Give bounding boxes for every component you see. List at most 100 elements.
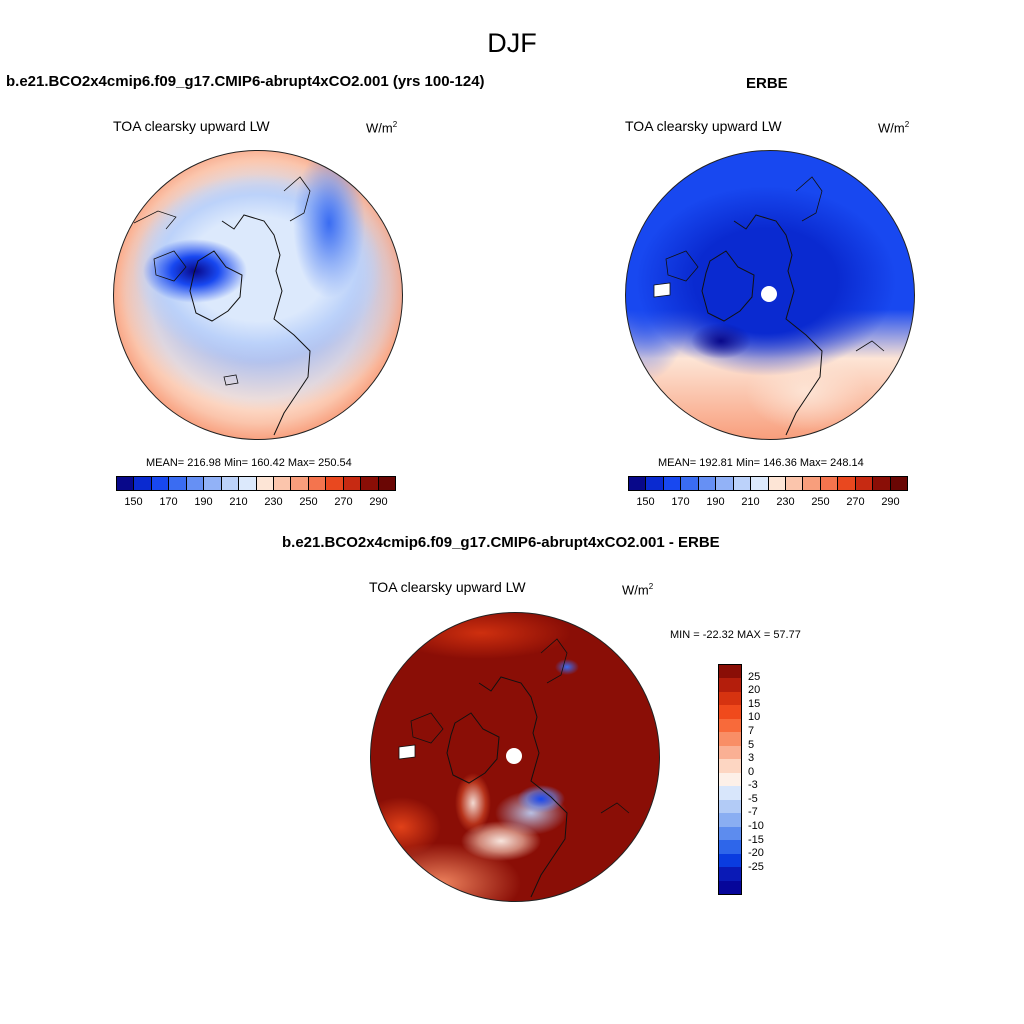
colorbar-tick-label: 250 bbox=[811, 496, 830, 508]
panel3-units: W/m2 bbox=[622, 582, 654, 598]
colorbar-tick-label: 3 bbox=[748, 752, 755, 765]
colorbar-tick-label: 15 bbox=[748, 697, 761, 710]
colorbar-tick-label: 150 bbox=[124, 496, 143, 508]
colorbar-swatch bbox=[663, 477, 682, 490]
colorbar-tick-label: 20 bbox=[748, 684, 761, 697]
colorbar-swatch bbox=[719, 786, 741, 800]
colorbar-swatch bbox=[890, 477, 907, 490]
panel2-variable: TOA clearsky upward LW bbox=[625, 118, 782, 134]
colorbar-tick-label: 0 bbox=[748, 765, 755, 778]
colorbar-tick-label: 10 bbox=[748, 711, 761, 724]
colorbar-swatch bbox=[239, 477, 257, 490]
colorbar-tick-label: 210 bbox=[229, 496, 248, 508]
colorbar-swatch bbox=[751, 477, 769, 490]
colorbar-tick-label: -10 bbox=[748, 820, 764, 833]
colorbar-tick-label: 270 bbox=[846, 496, 865, 508]
colorbar-swatch bbox=[719, 880, 741, 894]
panel1-colorbar bbox=[116, 476, 396, 491]
colorbar-swatch bbox=[873, 477, 891, 490]
colorbar-tick-label: 230 bbox=[776, 496, 795, 508]
colorbar-swatch bbox=[134, 477, 152, 490]
colorbar-swatch bbox=[820, 477, 839, 490]
panel3-variable: TOA clearsky upward LW bbox=[369, 579, 526, 595]
colorbar-swatch bbox=[221, 477, 240, 490]
colorbar-tick-label: 190 bbox=[194, 496, 213, 508]
colorbar-swatch bbox=[186, 477, 205, 490]
colorbar-tick-label: 270 bbox=[334, 496, 353, 508]
colorbar-swatch bbox=[361, 477, 379, 490]
colorbar-swatch bbox=[169, 477, 187, 490]
panel1-title: b.e21.BCO2x4cmip6.f09_g17.CMIP6-abrupt4x… bbox=[6, 73, 485, 90]
colorbar-tick-label: 170 bbox=[159, 496, 178, 508]
panel1-polar-map bbox=[113, 150, 403, 440]
colorbar-swatch bbox=[719, 826, 741, 841]
colorbar-swatch bbox=[719, 772, 741, 787]
colorbar-swatch bbox=[681, 477, 699, 490]
colorbar-swatch bbox=[151, 477, 170, 490]
panel2-stats: MEAN= 192.81 Min= 146.36 Max= 248.14 bbox=[658, 457, 864, 469]
panel2-colorbar bbox=[628, 476, 908, 491]
panel3-coastlines bbox=[398, 638, 630, 898]
colorbar-swatch bbox=[117, 477, 135, 490]
colorbar-swatch bbox=[838, 477, 856, 490]
colorbar-swatch bbox=[855, 477, 874, 490]
colorbar-swatch bbox=[204, 477, 222, 490]
colorbar-swatch bbox=[256, 477, 274, 490]
panel3-pole-hole bbox=[506, 748, 522, 764]
colorbar-tick-label: 230 bbox=[264, 496, 283, 508]
colorbar-swatch bbox=[719, 867, 741, 881]
colorbar-swatch bbox=[291, 477, 309, 490]
colorbar-swatch bbox=[719, 718, 741, 733]
colorbar-swatch bbox=[719, 705, 741, 719]
colorbar-swatch bbox=[719, 732, 741, 746]
colorbar-tick-label: 250 bbox=[299, 496, 318, 508]
colorbar-swatch bbox=[326, 477, 344, 490]
colorbar-swatch bbox=[768, 477, 786, 490]
colorbar-swatch bbox=[378, 477, 395, 490]
colorbar-swatch bbox=[308, 477, 327, 490]
colorbar-swatch bbox=[719, 853, 741, 868]
panel2-title: ERBE bbox=[746, 75, 788, 92]
panel1-units: W/m2 bbox=[366, 120, 398, 136]
colorbar-swatch bbox=[698, 477, 717, 490]
panel1-stats: MEAN= 216.98 Min= 160.42 Max= 250.54 bbox=[146, 457, 352, 469]
colorbar-tick-label: 25 bbox=[748, 670, 761, 683]
colorbar-swatch bbox=[733, 477, 752, 490]
colorbar-swatch bbox=[785, 477, 804, 490]
colorbar-tick-label: 210 bbox=[741, 496, 760, 508]
colorbar-swatch bbox=[629, 477, 647, 490]
colorbar-swatch bbox=[273, 477, 292, 490]
colorbar-swatch bbox=[719, 840, 741, 854]
colorbar-tick-label: 290 bbox=[369, 496, 388, 508]
colorbar-swatch bbox=[719, 665, 741, 679]
panel2-coastlines bbox=[653, 176, 885, 436]
panel3-colorbar bbox=[718, 664, 742, 895]
panel3-polar-map bbox=[370, 612, 660, 902]
colorbar-swatch bbox=[716, 477, 734, 490]
colorbar-tick-label: 190 bbox=[706, 496, 725, 508]
colorbar-swatch bbox=[719, 745, 741, 760]
colorbar-tick-label: -25 bbox=[748, 860, 764, 873]
panel3-title: b.e21.BCO2x4cmip6.f09_g17.CMIP6-abrupt4x… bbox=[282, 534, 720, 551]
colorbar-swatch bbox=[719, 691, 741, 706]
main-title: DJF bbox=[487, 28, 537, 58]
colorbar-tick-label: -15 bbox=[748, 833, 764, 846]
colorbar-tick-label: 5 bbox=[748, 738, 755, 751]
colorbar-tick-label: -20 bbox=[748, 847, 764, 860]
colorbar-tick-label: 290 bbox=[881, 496, 900, 508]
colorbar-swatch bbox=[646, 477, 664, 490]
colorbar-swatch bbox=[719, 799, 741, 814]
panel1-variable: TOA clearsky upward LW bbox=[113, 118, 270, 134]
colorbar-swatch bbox=[343, 477, 362, 490]
panel3-stats: MIN = -22.32 MAX = 57.77 bbox=[670, 629, 801, 641]
colorbar-tick-label: -3 bbox=[748, 779, 758, 792]
colorbar-swatch bbox=[803, 477, 821, 490]
colorbar-swatch bbox=[719, 678, 741, 692]
colorbar-swatch bbox=[719, 813, 741, 827]
colorbar-tick-label: 7 bbox=[748, 724, 755, 737]
colorbar-tick-label: 150 bbox=[636, 496, 655, 508]
colorbar-tick-label: -7 bbox=[748, 806, 758, 819]
panel1-coastlines bbox=[133, 176, 311, 436]
colorbar-tick-label: 170 bbox=[671, 496, 690, 508]
colorbar-swatch bbox=[719, 759, 741, 773]
